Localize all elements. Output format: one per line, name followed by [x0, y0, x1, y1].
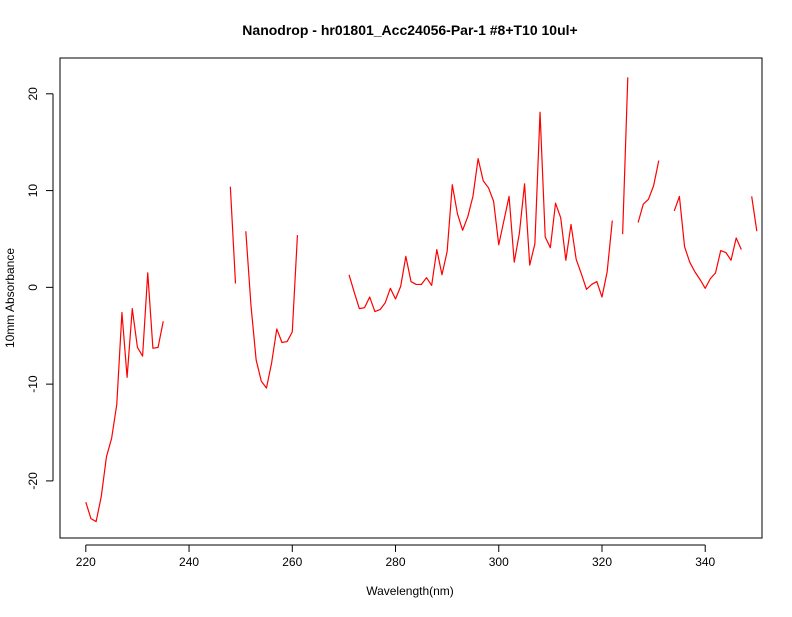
- absorbance-line-segment: [229, 186, 237, 284]
- y-axis: -20 -10 0 10 20: [26, 87, 54, 490]
- chart-title: Nanodrop - hr01801_Acc24056-Par-1 #8+T10…: [242, 22, 577, 38]
- absorbance-line-segment: [85, 272, 164, 523]
- y-tick-label: -10: [26, 375, 40, 393]
- absorbance-line-segment: [245, 231, 299, 389]
- absorbance-line-segment: [751, 196, 758, 232]
- x-tick-label: 260: [282, 555, 302, 569]
- series-group: [85, 77, 758, 523]
- x-axis: 220 240 260 280 300 320 340: [76, 544, 716, 569]
- y-tick-label: -20: [26, 472, 40, 490]
- x-axis-label: Wavelength(nm): [366, 584, 454, 598]
- x-tick-label: 240: [179, 555, 199, 569]
- absorbance-line-segment: [637, 160, 660, 223]
- y-tick-label: 0: [26, 284, 40, 291]
- absorbance-line-segment: [348, 111, 613, 313]
- plot-frame: [59, 57, 763, 539]
- y-axis-label: 10mm Absorbance: [3, 248, 17, 348]
- absorbance-line-segment: [622, 77, 629, 235]
- x-tick-label: 280: [385, 555, 405, 569]
- x-tick-label: 220: [76, 555, 96, 569]
- x-tick-label: 300: [489, 555, 509, 569]
- y-tick-label: 10: [26, 184, 40, 198]
- x-tick-label: 320: [592, 555, 612, 569]
- absorbance-line-segment: [673, 195, 742, 289]
- y-tick-label: 20: [26, 87, 40, 101]
- x-tick-label: 340: [695, 555, 715, 569]
